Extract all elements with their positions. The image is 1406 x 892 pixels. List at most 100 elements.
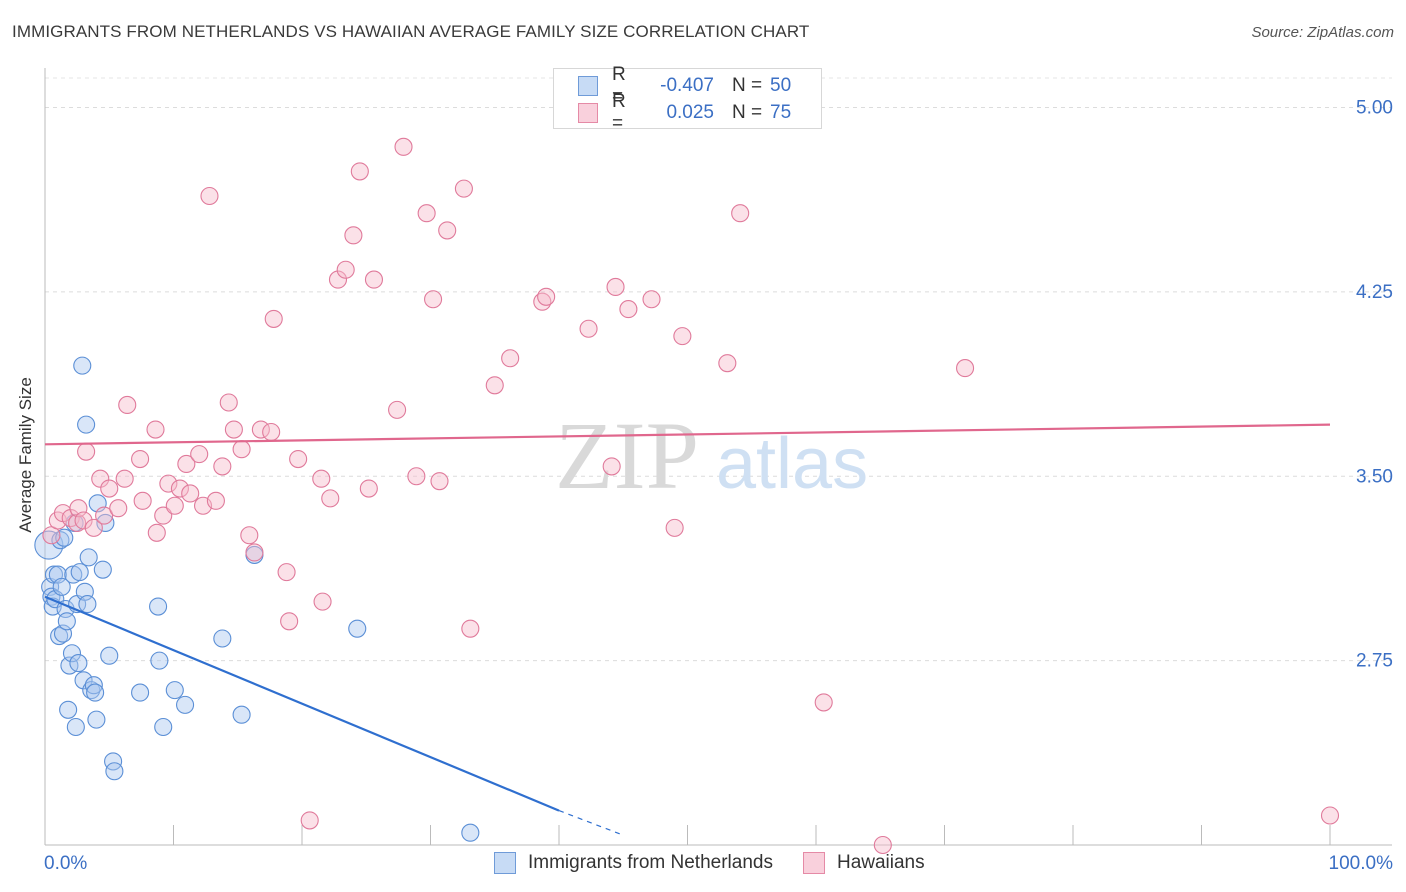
point-hawaiians — [213, 457, 232, 476]
point-hawaiians — [109, 499, 128, 518]
legend-swatch-pink — [578, 103, 598, 123]
point-netherlands — [52, 577, 71, 596]
point-hawaiians — [74, 511, 93, 530]
point-netherlands — [79, 548, 98, 567]
point-hawaiians — [424, 290, 443, 309]
point-netherlands — [232, 705, 251, 724]
point-hawaiians — [264, 309, 283, 328]
point-hawaiians — [430, 472, 449, 491]
point-netherlands — [104, 752, 123, 771]
y-axis-label: Average Family Size — [16, 377, 35, 533]
legend-n-value: 75 — [770, 102, 792, 123]
y-tick-label: 5.00 — [1356, 98, 1393, 119]
point-hawaiians — [115, 469, 134, 488]
watermark: ZIP atlas — [555, 402, 868, 509]
point-hawaiians — [485, 376, 504, 395]
point-hawaiians — [718, 354, 737, 373]
point-hawaiians — [200, 186, 219, 206]
point-hawaiians — [146, 420, 165, 439]
chart-title: IMMIGRANTS FROM NETHERLANDS VS HAWAIIAN … — [12, 22, 810, 41]
point-hawaiians — [501, 349, 520, 368]
legend-swatch-pink — [802, 852, 825, 874]
legend-label: Hawaiians — [836, 852, 925, 873]
legend-r-value: 0.025 — [666, 102, 714, 123]
source-label: Source: ZipAtlas.com — [1251, 24, 1394, 41]
point-hawaiians — [364, 270, 384, 289]
legend-swatch-blue — [578, 76, 598, 96]
point-hawaiians — [300, 811, 319, 830]
point-hawaiians — [245, 543, 264, 562]
grid — [45, 77, 1392, 662]
point-hawaiians — [619, 300, 638, 319]
legend-label: Immigrants from Netherlands — [528, 852, 773, 873]
point-hawaiians — [407, 467, 426, 486]
watermark-atlas: atlas — [716, 424, 868, 504]
point-hawaiians — [154, 506, 173, 525]
legend-row-hawaiians: R = 0.025 N = 75 — [578, 91, 792, 134]
point-hawaiians — [170, 479, 189, 498]
legend-item-netherlands[interactable]: Immigrants from Netherlands — [494, 852, 773, 874]
trend-line-hawaiians — [44, 423, 1331, 446]
point-hawaiians — [537, 287, 556, 306]
point-netherlands — [62, 644, 82, 663]
point-hawaiians — [321, 489, 340, 508]
trend-lines — [44, 423, 1331, 836]
point-netherlands — [165, 681, 184, 700]
legend-r-label: R = — [612, 91, 626, 134]
point-hawaiians — [159, 474, 178, 493]
point-netherlands — [78, 595, 97, 614]
point-hawaiians — [190, 445, 209, 464]
point-hawaiians — [165, 496, 184, 515]
point-hawaiians — [181, 484, 200, 503]
point-hawaiians — [344, 226, 363, 245]
point-netherlands — [86, 683, 105, 702]
point-hawaiians — [461, 619, 480, 638]
point-hawaiians — [232, 440, 251, 459]
point-hawaiians — [350, 162, 369, 181]
point-hawaiians — [873, 835, 892, 855]
legend-r-value: -0.407 — [660, 75, 714, 96]
point-netherlands — [93, 560, 112, 579]
point-hawaiians — [602, 457, 621, 476]
point-netherlands — [150, 651, 169, 670]
correlation-legend: R = -0.407 N = 50 R = 0.025 N = 75 — [553, 64, 822, 134]
point-hawaiians — [438, 221, 457, 240]
point-hawaiians — [359, 479, 378, 498]
tick-labels: 2.75 3.50 4.25 5.00 0.0% 100.0% — [44, 98, 1393, 875]
trend-line-netherlands — [44, 595, 560, 812]
trend-extension-netherlands — [558, 810, 624, 836]
point-netherlands — [66, 717, 85, 737]
point-hawaiians — [91, 469, 110, 488]
point-hawaiians — [277, 563, 296, 582]
point-netherlands — [149, 597, 168, 616]
x-tick-label-max: 100.0% — [1329, 853, 1394, 874]
point-netherlands — [105, 762, 124, 781]
point-hawaiians — [388, 400, 407, 419]
point-hawaiians — [262, 422, 281, 442]
point-hawaiians — [579, 319, 598, 338]
point-hawaiians — [95, 506, 114, 525]
y-tick-label: 4.25 — [1356, 282, 1393, 303]
point-netherlands — [176, 695, 195, 714]
axes — [44, 68, 1392, 846]
y-tick-label: 2.75 — [1356, 651, 1393, 672]
point-netherlands — [131, 683, 150, 702]
point-netherlands — [154, 717, 173, 737]
point-netherlands — [77, 415, 96, 434]
point-hawaiians — [118, 395, 137, 415]
legend-swatch-blue — [494, 852, 516, 874]
point-hawaiians — [417, 204, 436, 223]
point-hawaiians — [133, 491, 152, 510]
legend-item-hawaiians[interactable]: Hawaiians — [802, 852, 925, 874]
point-hawaiians — [606, 277, 625, 297]
point-netherlands — [84, 676, 103, 695]
point-hawaiians — [84, 518, 103, 537]
point-hawaiians — [289, 449, 308, 469]
point-hawaiians — [673, 327, 692, 346]
legend-n-value: 50 — [770, 75, 792, 96]
point-hawaiians — [240, 526, 259, 545]
point-hawaiians — [814, 693, 833, 712]
point-hawaiians — [77, 442, 96, 461]
point-hawaiians — [336, 260, 355, 279]
legend-row-netherlands: R = -0.407 N = 50 — [578, 64, 792, 107]
